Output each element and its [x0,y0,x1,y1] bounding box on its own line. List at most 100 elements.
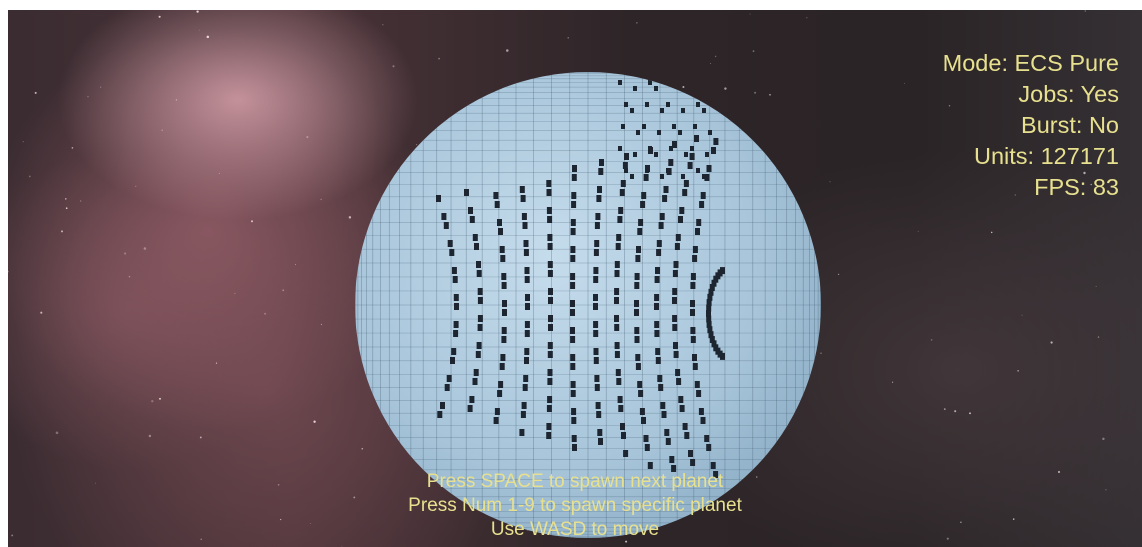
voxel-gap [623,450,629,457]
voxel-gap [706,165,712,172]
voxel-gap [476,261,481,268]
voxel-gap [451,348,457,355]
voxel-gap [679,207,685,214]
voxel-gap [570,309,575,316]
voxel-gap [593,294,598,301]
voxel-gap [474,243,479,250]
voxel-gap [571,174,577,181]
voxel-gap [654,294,660,301]
voxel-gap [661,411,667,418]
voxel-gap [597,429,603,436]
voxel-gap [570,390,576,397]
voxel-gap [638,390,644,397]
voxel-gap [593,276,599,283]
voxel-gap [571,435,577,442]
voxel-gap [637,228,643,235]
star [306,136,309,139]
voxel-gap [673,261,679,268]
voxel-gap [441,213,447,220]
voxel-gap [523,249,529,256]
voxel-gap [692,246,698,253]
voxel-gap [641,417,646,424]
voxel-gap [624,102,628,107]
star [820,352,822,354]
star [1105,489,1107,491]
voxel-gap [639,408,645,415]
star [392,65,395,68]
game-viewport[interactable]: Mode: ECS Pure Jobs: Yes Burst: No Units… [8,10,1142,547]
voxel-gap [698,408,704,415]
voxel-gap [654,152,658,157]
voxel-gap [709,284,715,291]
voxel-gap [593,249,599,256]
voxel-gap [658,222,664,229]
voxel-gap [700,192,706,199]
voxel-gap [664,429,670,436]
voxel-gap [634,336,640,343]
star [382,24,384,26]
burst-label: Burst: No [1021,112,1119,138]
voxel-gap [525,303,530,310]
voxel-gap [666,168,670,173]
voxel-gap [546,207,552,214]
voxel-gap [570,381,576,388]
voxel-gap [595,213,601,220]
voxel-gap [713,138,719,145]
star [567,37,569,39]
voxel-gap [546,180,552,187]
voxel-gap [570,336,576,343]
voxel-gap [524,276,530,283]
voxel-gap [634,327,640,334]
voxel-gap [619,189,625,196]
star [749,13,751,15]
voxel-gap [617,216,623,223]
voxel-gap [548,324,553,331]
voxel-gap [547,243,553,250]
voxel-gap [520,195,526,202]
voxel-gap [454,303,459,310]
star [234,292,236,295]
voxel-gap [620,423,625,430]
fps-label: FPS: 83 [1034,174,1119,200]
voxel-gap [645,168,649,173]
voxel-gap [682,423,688,430]
star [1021,314,1023,316]
voxel-gap [675,369,681,376]
voxel-gap [571,417,577,424]
voxel-gap [644,444,650,451]
star [55,431,59,435]
voxel-gap [706,310,711,317]
voxel-gap [696,390,702,397]
voxel-gap [690,146,694,151]
voxel-gap [696,219,702,226]
star [1057,470,1061,474]
voxel-gap [704,435,710,442]
voxel-gap [523,240,529,247]
voxel-gap [654,276,660,283]
voxel-gap [713,471,719,478]
voxel-gap [477,297,483,304]
voxel-gap [547,378,553,385]
star [990,231,993,234]
star [159,397,161,400]
star [95,482,96,484]
voxel-gap [464,189,469,196]
voxel-gap [570,282,576,289]
star [218,172,220,174]
voxel-gap [520,411,526,418]
voxel-gap [660,402,666,409]
voxel-gap [547,342,553,349]
voxel-gap [615,243,621,250]
voxel-gap [690,309,695,316]
voxel-gap [672,288,678,295]
voxel-gap [522,384,528,391]
voxel-gap [657,130,661,135]
star [724,87,727,90]
star [341,545,343,547]
star [158,15,161,18]
voxel-gap [476,270,482,277]
voxel-gap [659,213,665,220]
voxel-gap [501,327,507,334]
mode-label: Mode: ECS Pure [942,50,1119,76]
voxel-gap [684,432,690,439]
